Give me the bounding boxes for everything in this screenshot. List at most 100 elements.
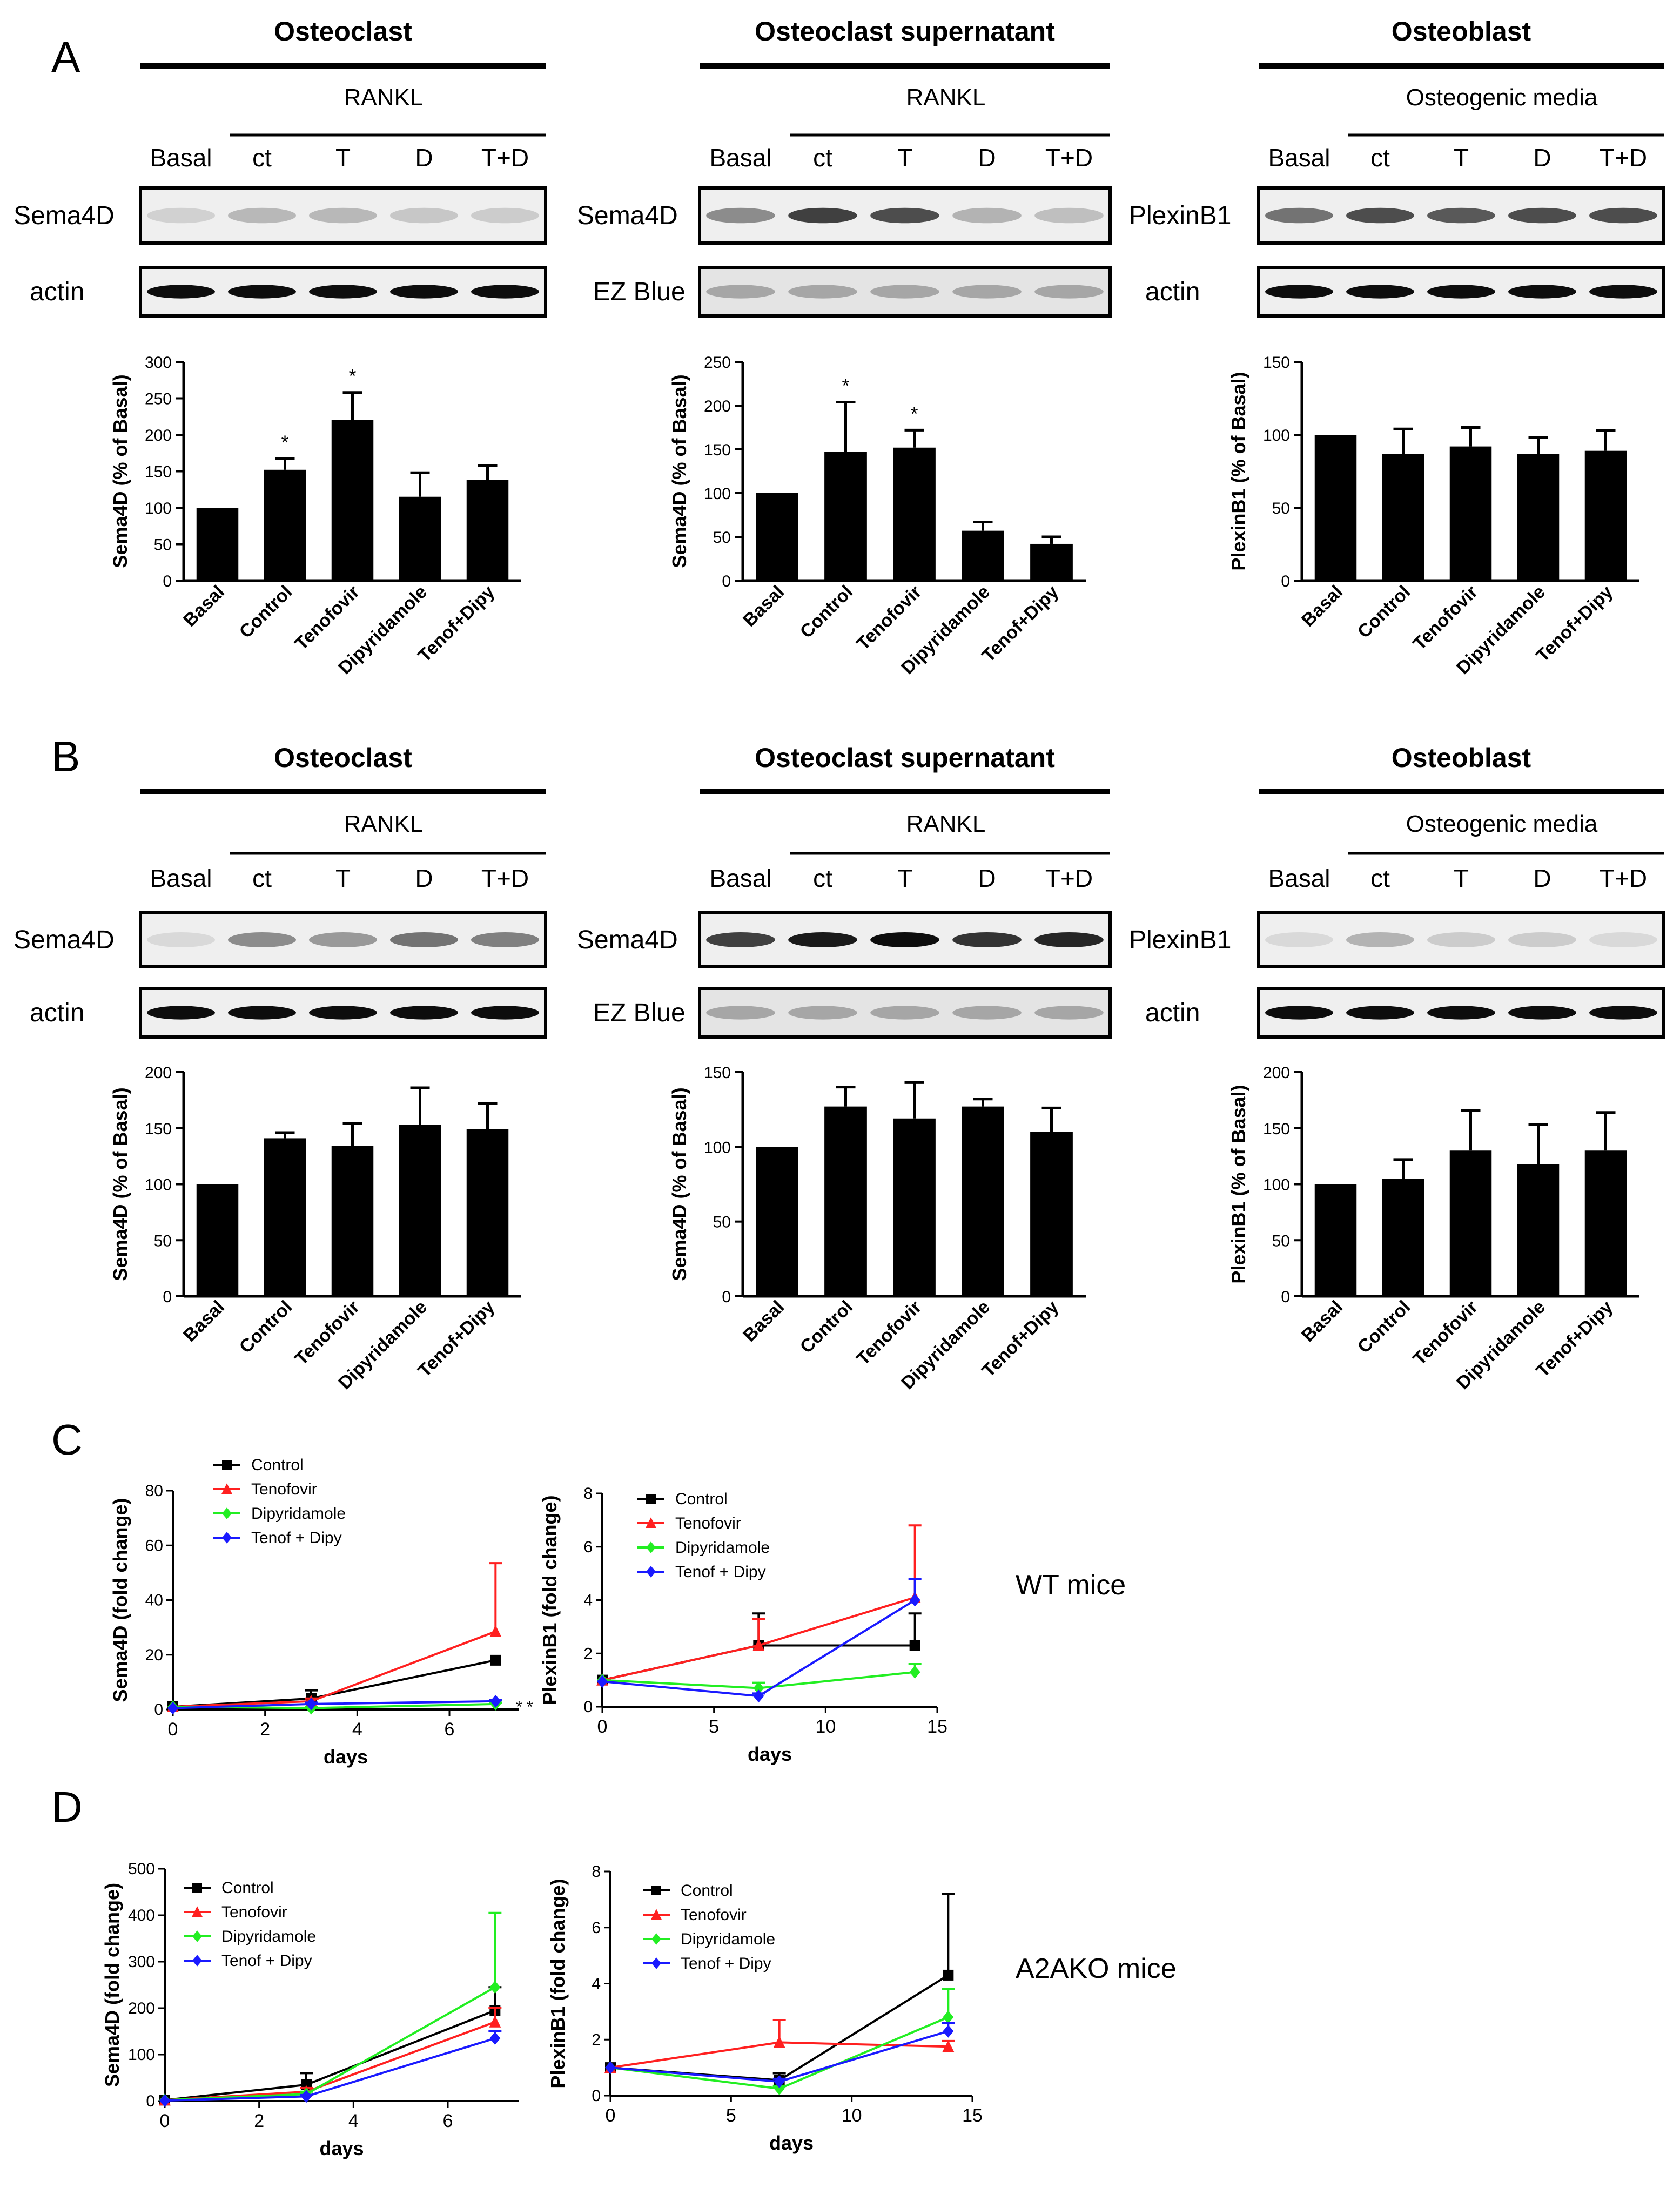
legend: Control Tenofovir Dipyridamole Tenof + Dipy <box>637 1490 770 1581</box>
legend: Control Tenofovir Dipyridamole Tenof + Dipy <box>213 1456 346 1547</box>
lane-label: Basal <box>709 864 771 892</box>
y-tick-label: 100 <box>145 1176 172 1194</box>
band2-blot-band <box>870 285 939 299</box>
bar <box>962 530 1004 581</box>
lane-label: Basal <box>1268 864 1330 892</box>
bar <box>824 1106 867 1296</box>
lane-label: D <box>1533 864 1551 892</box>
blot-block-5: Osteoclast supernatant RANKL Basal ct T D T+D S… <box>577 743 1112 1393</box>
marker-triangle <box>651 1909 662 1920</box>
bar <box>1584 450 1627 581</box>
band1-blot-band <box>390 207 458 224</box>
band1-blot-band <box>390 932 458 947</box>
marker-triangle <box>221 1483 232 1494</box>
legend-label: Tenofovir <box>221 1903 287 1921</box>
bar <box>756 1147 798 1296</box>
marker-diamond <box>651 1933 661 1945</box>
line-chart-d-plexinb1: 0 2 4 6 8 0 5 10 15 days PlexinB1 (fold change) Con… <box>547 1863 983 2154</box>
lane-label: ct <box>813 864 832 892</box>
band1-blot-band <box>471 207 539 224</box>
legend-label: Tenofovir <box>681 1906 747 1924</box>
line-chart-c-plexinb1: 0 2 4 6 8 0 5 10 15 days PlexinB1 (fold change) Con… <box>539 1485 947 1765</box>
series-control <box>159 1986 502 2106</box>
series-dipyridamole <box>597 1663 922 1695</box>
treatment-label: RANKL <box>344 84 424 111</box>
legend-label: Tenofovir <box>675 1514 741 1532</box>
band1-blot-band <box>952 932 1022 947</box>
category-label: Tenofovir <box>853 582 926 655</box>
bar <box>466 480 509 581</box>
y-tick-label: 100 <box>145 500 172 517</box>
band2-label: actin <box>1145 999 1200 1027</box>
y-tick-label: 200 <box>145 1064 172 1082</box>
marker-square <box>490 1654 501 1666</box>
bar <box>399 1125 441 1296</box>
y-tick-label: 0 <box>592 2087 601 2105</box>
panel-label-c: C <box>51 1416 83 1464</box>
blot-block-3: Osteoblast Osteogenic media Basal ct T D T+D Pl… <box>1129 16 1665 678</box>
x-tick-label: 15 <box>927 1716 947 1737</box>
line-chart-c-sema4d: 0 20 40 60 80 0 2 4 6 days Sema4D (fold change) * *… <box>109 1456 533 1768</box>
band1-blot-band <box>952 207 1022 224</box>
y-tick-label: 100 <box>704 485 731 503</box>
band1-blot-band <box>1034 932 1104 947</box>
series-tenofovir <box>159 2007 502 2106</box>
y-tick-label: 0 <box>583 1698 593 1716</box>
lane-label: ct <box>1370 144 1390 172</box>
x-tick-label: 2 <box>254 2111 264 2131</box>
x-axis-label: days <box>769 2132 814 2154</box>
lane-label: Basal <box>709 144 771 172</box>
band2-blot-band <box>309 285 377 299</box>
series-line <box>164 2009 496 2102</box>
marker-square <box>943 1969 954 1981</box>
bar <box>331 420 374 581</box>
band1-blot-band <box>1427 207 1495 224</box>
x-tick-label: 15 <box>962 2105 983 2126</box>
band2-label: actin <box>30 278 84 306</box>
marker-diamond <box>489 1981 501 1994</box>
band2-blot-band <box>788 285 857 299</box>
band2-blot-band <box>1034 1006 1104 1020</box>
series-tenof-dipy <box>605 2022 955 2089</box>
marker-diamond <box>943 2024 954 2038</box>
band1-blot-band <box>228 207 296 224</box>
band1-blot-band <box>1508 207 1576 224</box>
y-tick-label: 100 <box>1263 1176 1290 1194</box>
band1-blot-band <box>870 207 939 224</box>
y-tick-label: 50 <box>154 536 172 554</box>
lane-label: D <box>978 144 996 172</box>
significance-star: * <box>910 402 918 425</box>
marker-triangle <box>489 1625 502 1637</box>
marker-square <box>651 1886 661 1895</box>
category-label: Tenofovir <box>291 1297 364 1370</box>
y-tick-label: 300 <box>128 1953 155 1971</box>
y-tick-label: 0 <box>163 573 172 590</box>
x-tick-label: 4 <box>348 2111 359 2131</box>
category-label: Control <box>796 582 857 642</box>
bar <box>824 452 867 581</box>
y-tick-label: 6 <box>583 1538 593 1556</box>
category-label: Basal <box>1298 1297 1347 1346</box>
marker-diamond <box>159 2094 170 2108</box>
band1-blot-band <box>706 932 775 947</box>
treatment-label: RANKL <box>344 811 424 837</box>
lane-label: ct <box>252 144 272 172</box>
y-tick-label: 8 <box>592 1863 601 1881</box>
y-tick-label: 150 <box>145 463 172 481</box>
band1-blot-band <box>788 932 857 947</box>
marker-square <box>909 1640 920 1651</box>
lane-label: T+D <box>1600 864 1647 892</box>
band1-blot-band <box>147 932 215 947</box>
marker-triangle <box>489 2015 501 2028</box>
marker-diamond <box>597 1675 608 1688</box>
band2-blot-band <box>147 1006 215 1020</box>
category-label: Control <box>1354 582 1414 642</box>
band2-label: actin <box>1145 278 1200 306</box>
marker-diamond <box>753 1689 764 1703</box>
bar <box>1314 1184 1357 1296</box>
band1-blot-band <box>309 207 377 224</box>
panel-label-a: A <box>51 33 80 81</box>
band2-label: actin <box>30 999 84 1027</box>
x-tick-label: 4 <box>352 1719 362 1740</box>
band2-blot-band <box>706 1006 775 1020</box>
